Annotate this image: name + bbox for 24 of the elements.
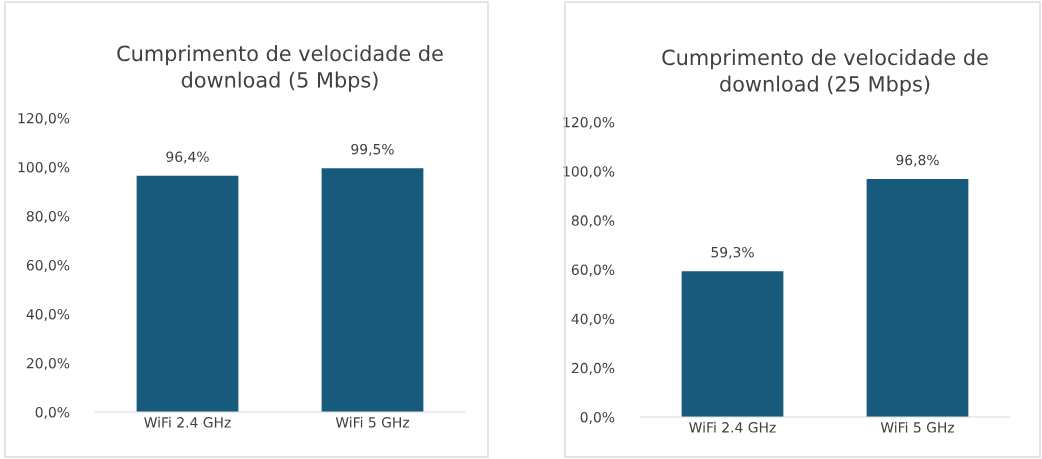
x-tick-label: WiFi 2.4 GHz (144, 416, 231, 428)
x-tick-label: WiFi 5 GHz (335, 416, 410, 428)
chart-title: Cumprimento de velocidade de download (25 Mbps) (662, 49, 988, 96)
y-tick-label: 100,0% (18, 161, 70, 174)
y-tick-label: 120,0% (18, 112, 70, 125)
x-tick-label: WiFi 2.4 GHz (689, 421, 776, 433)
y-tick-label: 60,0% (571, 264, 615, 277)
y-tick-label: 100,0% (563, 166, 615, 179)
y-tick-label: 80,0% (26, 210, 70, 223)
y-tick-label: 80,0% (571, 215, 615, 228)
y-tick-label: 20,0% (571, 362, 615, 375)
x-tick-label: WiFi 5 GHz (880, 421, 955, 433)
y-tick-label: 0,0% (580, 411, 615, 424)
data-label: 99,5% (351, 143, 394, 156)
y-tick-label: 40,0% (26, 308, 70, 321)
y-tick-label: 60,0% (26, 259, 70, 272)
data-label: 59,3% (711, 246, 754, 259)
chart-title: Cumprimento de velocidade de download (5 Mbps) (117, 45, 443, 92)
data-label: 96,8% (896, 154, 939, 167)
data-label: 96,4% (166, 151, 209, 164)
y-tick-label: 120,0% (563, 116, 615, 129)
y-tick-label: 20,0% (26, 357, 70, 370)
y-tick-label: 0,0% (35, 406, 70, 419)
y-tick-label: 40,0% (571, 313, 615, 326)
